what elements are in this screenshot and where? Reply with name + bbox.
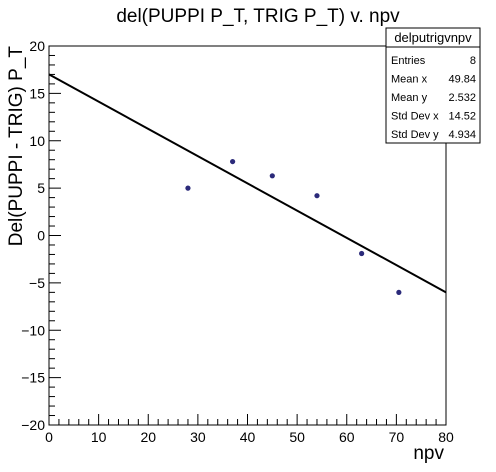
x-axis: 0 10 20 30 40 50 60 70 80 xyxy=(45,414,454,445)
stats-label: Entries xyxy=(391,55,426,67)
fit-line xyxy=(48,73,447,294)
data-point xyxy=(359,250,365,257)
stats-label: Mean y xyxy=(391,92,428,104)
stats-rows: Entries 8 Mean x 49.84 Mean y 2.532 Std Dev x 1… xyxy=(391,55,476,141)
data-point xyxy=(314,193,320,199)
x-tick-label: 70 xyxy=(389,429,405,445)
y-axis: −20 −15 −10 −5 0 5 10 15 20 xyxy=(21,38,61,433)
x-tick-label: 80 xyxy=(438,429,454,445)
y-axis-label: Del(PUPPI - TRIG) P_T xyxy=(6,46,27,247)
stats-box-name: delputrigvnpv xyxy=(394,30,472,45)
x-tick-label: 50 xyxy=(289,429,305,445)
stats-value: 14.52 xyxy=(448,111,476,123)
stats-value: 49.84 xyxy=(448,74,476,86)
y-tick-label: −20 xyxy=(21,417,45,433)
x-axis-label: npv xyxy=(413,443,444,464)
y-tick-label: 15 xyxy=(29,85,45,101)
data-point xyxy=(396,289,402,295)
y-tick-label: 5 xyxy=(37,180,45,196)
x-tick-label: 30 xyxy=(190,429,206,445)
data-points xyxy=(185,158,402,295)
x-tick-label: 60 xyxy=(339,429,355,445)
stats-value: 2.532 xyxy=(448,92,476,104)
data-point xyxy=(269,173,275,179)
stats-box: delputrigvnpv Entries 8 Mean x 49.84 Mean y 2… xyxy=(385,27,481,144)
x-tick-label: 10 xyxy=(91,429,107,445)
stats-label: Std Dev x xyxy=(391,111,439,123)
stats-label: Std Dev y xyxy=(391,129,439,141)
stats-label: Mean x xyxy=(391,74,428,86)
stats-value: 4.934 xyxy=(448,129,476,141)
y-tick-label: −5 xyxy=(29,275,45,291)
y-tick-label: 10 xyxy=(29,133,45,149)
y-tick-label: −10 xyxy=(21,322,45,338)
chart-title: del(PUPPI P_T, TRIG P_T) v. npv xyxy=(116,6,400,27)
stats-value: 8 xyxy=(470,55,476,67)
x-tick-label: 0 xyxy=(45,429,53,445)
fit-line-group xyxy=(48,73,447,294)
data-point xyxy=(185,185,191,191)
stats-box-frame xyxy=(385,27,481,144)
y-tick-label: 20 xyxy=(29,38,45,54)
y-tick-label: 0 xyxy=(37,228,45,244)
x-tick-label: 40 xyxy=(240,429,256,445)
data-point xyxy=(230,158,236,165)
y-tick-label: −15 xyxy=(21,370,45,386)
x-tick-label: 20 xyxy=(140,429,156,445)
